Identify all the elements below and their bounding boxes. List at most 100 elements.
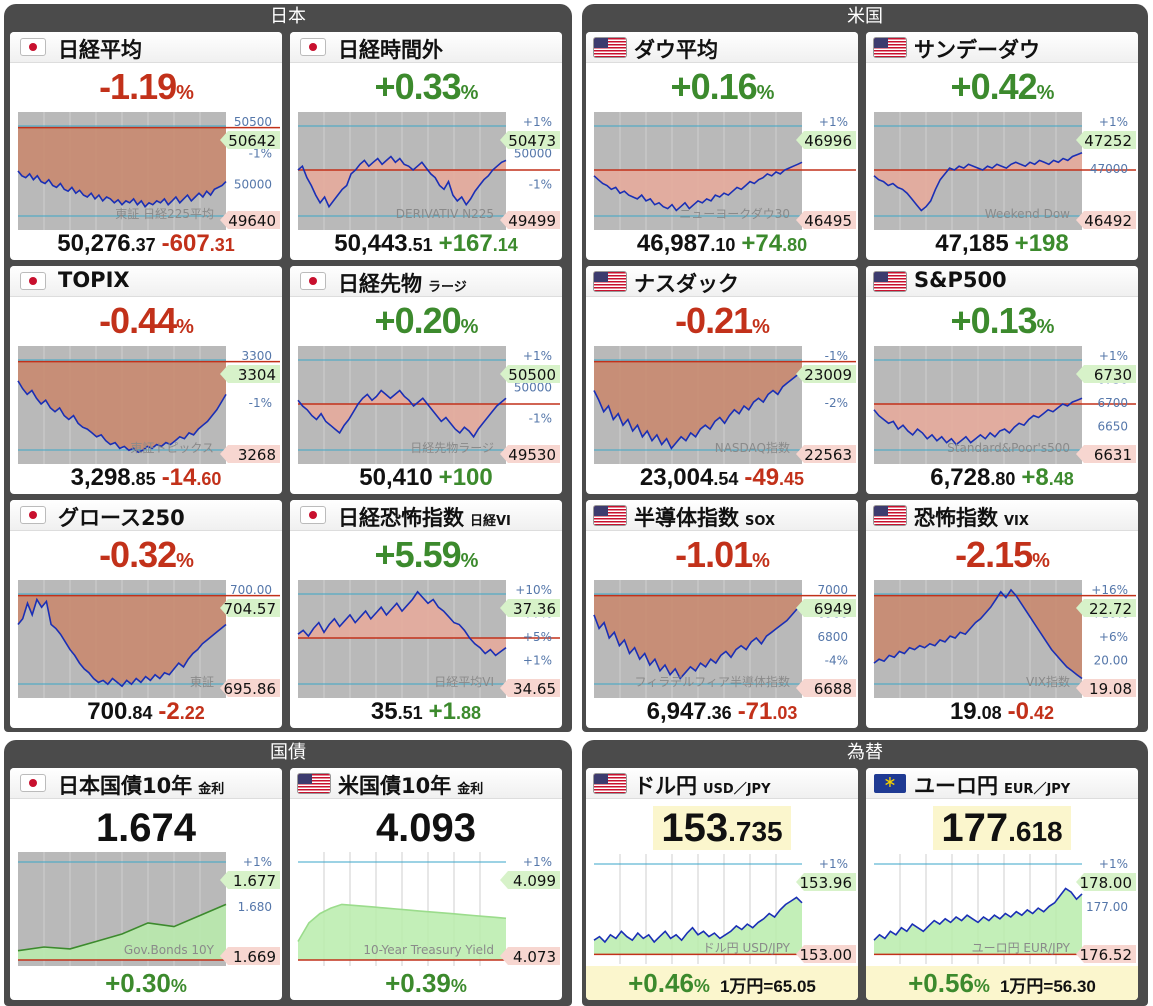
intraday-chart[interactable]: Gov.Bonds 10Y +1% 1.680 1.677 1.669 — [12, 850, 280, 968]
last-price-main: 3,298 — [70, 464, 131, 491]
intraday-chart[interactable]: ニューヨークダウ30 +1% 46996 46495 — [588, 112, 856, 230]
last-price-main: 50,276 — [57, 230, 131, 257]
chart-high-label: 178.00 — [1080, 874, 1133, 892]
intraday-chart[interactable]: 日経先物ラージ +1% 50000 -1% 50500 49530 — [292, 346, 560, 464]
fx-card-eurjpy[interactable]: ユーロ円 EUR／JPY 177.618 ユーロ円 EUR/JPY +1% 177.00 1… — [866, 768, 1138, 1000]
chart-grid-label: +1% — [1099, 349, 1128, 363]
bond-card-jgb10[interactable]: 日本国債10年 金利 1.674 Gov.Bonds 10Y +1% 1.680 1.677… — [10, 768, 282, 1000]
index-card-topix[interactable]: TOPIX -0.44% 東証トピックス 3300 -1% 3304 3268 3,298.8… — [10, 266, 282, 494]
intraday-chart[interactable]: ドル円 USD/JPY +1% 153.96 153.00 — [588, 850, 856, 968]
bond-change-value: +0.39 — [385, 968, 451, 998]
chart-low-tag — [796, 445, 856, 463]
chart-high-label: 47252 — [1084, 132, 1132, 150]
instrument-name: 日経平均 — [58, 34, 142, 64]
index-card-sox[interactable]: 半導体指数SOX-1.01%フィラデルフィア半導体指数700069006800-… — [586, 500, 858, 728]
eu-flag-icon — [874, 772, 906, 793]
chart-high-tag — [1076, 873, 1136, 891]
japan-flag-icon — [300, 38, 326, 56]
chart-high-label: 6730 — [1094, 366, 1132, 384]
net-change: -71.03 — [738, 698, 798, 725]
index-card-vix[interactable]: 恐怖指数VIX-2.15%VIX指数+16%+10%+6%20.0022.721… — [866, 500, 1138, 728]
chart-high-label: 4.099 — [513, 872, 556, 890]
chart-high-tag — [500, 365, 560, 383]
intraday-chart[interactable]: DERIVATIV N225 +1% 50000 -1% 50473 49499 — [292, 112, 560, 230]
instrument-name-text: 日本国債10年 — [58, 774, 193, 798]
chart-series-line — [17, 170, 227, 208]
last-price-main: 46,987 — [636, 230, 711, 257]
last-price: 46,987.10 — [637, 230, 735, 257]
chart-series-line — [873, 151, 1083, 212]
percent-unit: % — [1036, 316, 1055, 338]
chart-grid-label: +1% — [1099, 115, 1128, 129]
instrument-name-text: 日経時間外 — [338, 38, 443, 62]
chart-grid-label: -1% — [529, 412, 552, 426]
fx-card-usdjpy[interactable]: ドル円 USD／JPY 153.735 ドル円 USD/JPY +1% 153.96 153… — [586, 768, 858, 1000]
change-percent-value: -1.01 — [675, 534, 753, 575]
chart-grid-label: 50000 — [234, 178, 272, 192]
chart-low-label: 6688 — [814, 680, 852, 698]
chart-series-line — [17, 903, 227, 952]
index-card-nikkei_vi[interactable]: 日経恐怖指数日経VI+5.59%日経平均VI+10%+7%+5%+1%37.36… — [290, 500, 562, 728]
chart-high-tag — [796, 365, 856, 383]
index-card-sp500[interactable]: S&P500+0.13%Standard&Poor's500+1%6750670… — [866, 266, 1138, 494]
chart-watermark: Weekend Dow — [985, 207, 1070, 221]
chart-grid-label: 7000 — [817, 583, 848, 597]
intraday-chart[interactable]: NASDAQ指数 -1% -2% 23009 22563 — [588, 346, 856, 464]
instrument-name: 半導体指数 SOX — [634, 502, 775, 532]
chart-grid-label: 20.00 — [1094, 654, 1128, 668]
chart-high-label: 1.677 — [233, 872, 276, 890]
change-percent: -2.15% — [866, 534, 1138, 576]
change-percent-value: +5.59 — [374, 534, 462, 575]
index-card-nasdaq[interactable]: ナスダック -0.21% NASDAQ指数 -1% -2% 23009 22563 23,00… — [586, 266, 858, 494]
chart-area — [874, 398, 1082, 445]
bond-yield: 1.674 — [10, 806, 282, 851]
intraday-chart[interactable]: Weekend Dow +1% 47000 47252 46492 — [868, 112, 1136, 230]
card-header: 日経平均 — [10, 32, 282, 63]
net-change-decimal: .42 — [1029, 703, 1055, 723]
chart-series-line — [297, 155, 507, 209]
intraday-chart[interactable]: 10-Year Treasury Yield +1% 4.099 4.073 — [292, 850, 560, 968]
chart-grid-label: +1% — [1099, 857, 1128, 871]
index-card-dow[interactable]: ダウ平均 +0.16% ニューヨークダウ30 +1% 46996 46495 46,987.… — [586, 32, 858, 260]
intraday-chart[interactable]: 東証 700.00 704.57 695.86 — [12, 580, 280, 698]
instrument-name: サンデーダウ — [914, 34, 1040, 64]
last-price-main: 23,004 — [639, 464, 714, 491]
chart-grid-label: +6% — [1099, 630, 1128, 644]
fx-footer: +0.46% 1万円=65.05 — [586, 966, 858, 1000]
instrument-name: TOPIX — [58, 268, 130, 292]
chart-grid-label: 1.680 — [238, 900, 272, 914]
chart-series-line — [297, 903, 507, 942]
chart-low-tag — [220, 445, 280, 463]
intraday-chart[interactable]: 東証トピックス 3300 -1% 3304 3268 — [12, 346, 280, 464]
chart-high-tag — [220, 365, 280, 383]
chart-series-line — [17, 597, 227, 688]
net-change: -607.31 — [162, 230, 235, 257]
fx-10000-yen-conversion: 1万円=56.30 — [999, 977, 1096, 996]
index-card-nikkei_futures[interactable]: 日経先物 ラージ +0.20% 日経先物ラージ +1% 50000 -1% 50500 4953… — [290, 266, 562, 494]
bond-card-ust10[interactable]: 米国債10年 金利 4.093 10-Year Treasury Yield +1% 4.… — [290, 768, 562, 1000]
index-card-growth250[interactable]: グロース250 -0.32% 東証 700.00 704.57 695.86 700.84-… — [10, 500, 282, 728]
net-change-main: -49 — [744, 464, 780, 491]
index-card-nikkei_night[interactable]: 日経時間外 +0.33% DERIVATIV N225 +1% 50000 -1% 5047… — [290, 32, 562, 260]
chart-high-label: 3304 — [238, 366, 276, 384]
card-header: TOPIX — [10, 266, 282, 297]
last-price-main: 50,410 — [359, 464, 433, 491]
index-card-sunday_dow[interactable]: サンデーダウ +0.42% Weekend Dow +1% 47000 47252 4649… — [866, 32, 1138, 260]
intraday-chart[interactable]: Standard&Poor's500+1%6750670066506730663… — [868, 346, 1136, 464]
net-change: +198 — [1015, 230, 1069, 257]
index-card-nikkei[interactable]: 日経平均 -1.19% 東証 日経225平均 50500 -1% 50000 50642 49… — [10, 32, 282, 260]
intraday-chart[interactable]: ユーロ円 EUR/JPY +1% 177.00 178.00 176.52 — [868, 850, 1136, 968]
net-change-main: +167 — [438, 230, 493, 257]
price-footer: 46,987.10 +74.80 — [586, 230, 858, 258]
change-percent-value: -1.19 — [99, 66, 177, 107]
usa-flag-icon — [874, 38, 906, 57]
instrument-name: ドル円 USD／JPY — [634, 770, 771, 800]
change-percent-value: -0.44 — [99, 300, 177, 341]
card-header: サンデーダウ — [866, 32, 1138, 63]
chart-low-label: 22563 — [804, 446, 852, 464]
intraday-chart[interactable]: 東証 日経225平均 50500 -1% 50000 50642 49640 — [12, 112, 280, 230]
chart-grid-label: 6700 — [1097, 396, 1128, 410]
